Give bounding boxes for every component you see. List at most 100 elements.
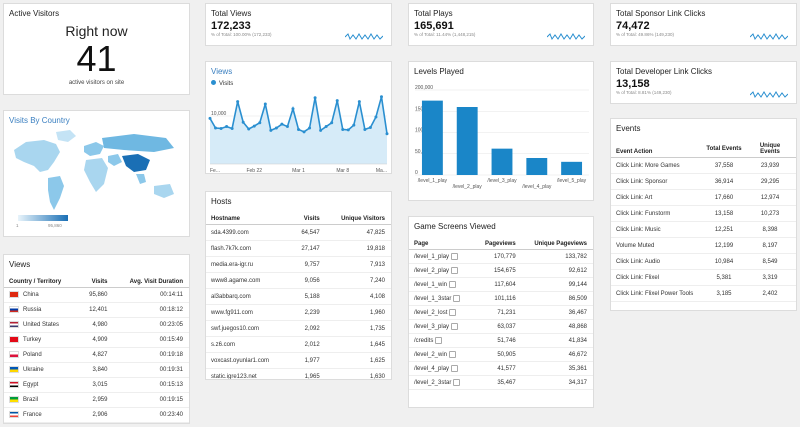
page-cell[interactable]: /level_2_lost [409, 305, 475, 320]
bar[interactable] [456, 107, 478, 175]
external-link-icon[interactable] [451, 252, 459, 260]
event-action-cell[interactable]: Volume Muted [611, 237, 701, 254]
hostname-cell[interactable]: s.z6.com [206, 336, 292, 353]
table-row[interactable]: Russia 12,401 00:18:12 [4, 302, 189, 318]
visits-header[interactable]: Visits [79, 277, 111, 288]
data-point[interactable] [324, 125, 328, 129]
table-row[interactable]: swf.juegos10.com 2,092 1,735 [206, 320, 391, 337]
bar[interactable] [421, 100, 443, 175]
country-cell[interactable]: China [4, 287, 80, 303]
hostname-cell[interactable]: flash.7k7k.com [206, 240, 292, 257]
table-row[interactable]: static.igre123.net 1,965 1,630 [206, 368, 391, 379]
page-cell[interactable]: /level_1_play [409, 249, 475, 264]
data-point[interactable] [368, 126, 372, 130]
bar[interactable] [561, 161, 583, 175]
data-point[interactable] [263, 102, 267, 106]
table-row[interactable]: sda.4399.com 64,547 47,825 [206, 224, 391, 241]
table-row[interactable]: Click Link: Funstorm 13,158 10,273 [611, 205, 796, 222]
data-point[interactable] [208, 116, 212, 120]
hostname-cell[interactable]: al3abbarq.com [206, 288, 292, 305]
table-row[interactable]: Click Link: Audio 10,984 8,549 [611, 253, 796, 270]
data-point[interactable] [346, 128, 350, 132]
table-row[interactable]: flash.7k7k.com 27,147 19,818 [206, 240, 391, 257]
data-point[interactable] [308, 126, 312, 130]
table-row[interactable]: Brazil 2,959 00:19:15 [4, 392, 189, 408]
page-cell[interactable]: /level_1_3star [409, 291, 475, 306]
external-link-icon[interactable] [449, 280, 457, 288]
data-point[interactable] [247, 127, 251, 131]
unique-pageviews-header[interactable]: Unique Pageviews [518, 239, 593, 250]
page-cell[interactable]: /level_1_win [409, 277, 475, 292]
data-point[interactable] [352, 123, 356, 127]
world-map[interactable] [4, 128, 189, 218]
data-point[interactable] [252, 124, 256, 128]
external-link-icon[interactable] [453, 294, 461, 302]
table-row[interactable]: /level_2_3star 35,467 34,317 [409, 375, 593, 390]
table-row[interactable]: Ukraine 3,840 00:19:31 [4, 362, 189, 378]
country-cell[interactable]: Egypt [4, 377, 80, 393]
data-point[interactable] [379, 95, 383, 99]
data-point[interactable] [214, 126, 218, 130]
table-row[interactable]: /credits 51,746 41,834 [409, 333, 593, 348]
table-row[interactable]: /level_2_play 154,675 92,612 [409, 263, 593, 278]
views-chart-title[interactable]: Views [211, 67, 233, 76]
hostname-cell[interactable]: media.era-igr.ru [206, 256, 292, 273]
unique-events-header[interactable]: Unique Events [747, 141, 796, 158]
visits-header[interactable]: Visits [291, 214, 323, 225]
data-point[interactable] [330, 121, 334, 125]
event-action-cell[interactable]: Click Link: More Games [611, 157, 701, 174]
table-row[interactable]: /level_3_play 63,037 48,868 [409, 319, 593, 334]
page-cell[interactable]: /level_2_win [409, 347, 475, 362]
table-row[interactable]: United States 4,980 00:23:05 [4, 317, 189, 333]
table-row[interactable]: France 2,906 00:23:40 [4, 407, 189, 423]
data-point[interactable] [230, 126, 234, 130]
table-row[interactable]: /level_4_play 41,577 35,361 [409, 361, 593, 376]
data-point[interactable] [291, 107, 295, 111]
country-header[interactable]: Country / Territory [4, 277, 80, 288]
data-point[interactable] [302, 130, 306, 134]
table-row[interactable]: Click Link: Art 17,660 12,974 [611, 189, 796, 206]
table-row[interactable]: Volume Muted 12,199 8,197 [611, 237, 796, 254]
data-point[interactable] [357, 100, 361, 104]
data-point[interactable] [280, 122, 284, 126]
bar[interactable] [526, 158, 548, 175]
pageviews-header[interactable]: Pageviews [474, 239, 519, 250]
table-row[interactable]: Click Link: Music 12,251 8,398 [611, 221, 796, 238]
country-cell[interactable]: Brazil [4, 392, 80, 408]
table-row[interactable]: /level_2_win 50,905 46,672 [409, 347, 593, 362]
country-cell[interactable]: Poland [4, 347, 80, 363]
table-row[interactable]: Click Link: Flixel Power Tools 3,185 2,402 [611, 285, 796, 302]
event-action-cell[interactable]: Click Link: Sponsor [611, 173, 701, 190]
external-link-icon[interactable] [449, 350, 457, 358]
country-cell[interactable]: Turkey [4, 332, 80, 348]
event-action-cell[interactable]: Click Link: Funstorm [611, 205, 701, 222]
external-link-icon[interactable] [449, 308, 457, 316]
table-row[interactable]: media.era-igr.ru 9,757 7,913 [206, 256, 391, 273]
data-point[interactable] [385, 132, 389, 136]
event-action-cell[interactable]: Click Link: Flixel Power Tools [611, 285, 701, 302]
event-action-cell[interactable]: Click Link: Art [611, 189, 701, 206]
table-row[interactable]: al3abbarq.com 5,188 4,108 [206, 288, 391, 305]
data-point[interactable] [274, 126, 278, 130]
hostname-cell[interactable]: www8.agame.com [206, 272, 292, 289]
data-point[interactable] [319, 128, 323, 132]
table-row[interactable]: s.z6.com 2,012 1,645 [206, 336, 391, 353]
data-point[interactable] [335, 99, 339, 103]
table-row[interactable]: Click Link: Sponsor 36,914 29,295 [611, 173, 796, 190]
data-point[interactable] [219, 126, 223, 130]
levels-bar-chart[interactable]: 200,000150,000100,00050,0000/level_1_pla… [409, 80, 593, 200]
external-link-icon[interactable] [453, 378, 461, 386]
bar[interactable] [491, 148, 513, 175]
external-link-icon[interactable] [435, 336, 443, 344]
table-row[interactable]: Poland 4,827 00:19:18 [4, 347, 189, 363]
hostname-cell[interactable]: static.igre123.net [206, 368, 292, 379]
external-link-icon[interactable] [451, 266, 459, 274]
unique-visitors-header[interactable]: Unique Visitors [322, 214, 391, 225]
data-point[interactable] [374, 115, 378, 119]
page-header[interactable]: Page [409, 239, 475, 250]
external-link-icon[interactable] [451, 364, 459, 372]
event-action-header[interactable]: Event Action [611, 141, 701, 158]
hostname-cell[interactable]: swf.juegos10.com [206, 320, 292, 337]
table-row[interactable]: /level_1_play 170,779 133,782 [409, 249, 593, 264]
